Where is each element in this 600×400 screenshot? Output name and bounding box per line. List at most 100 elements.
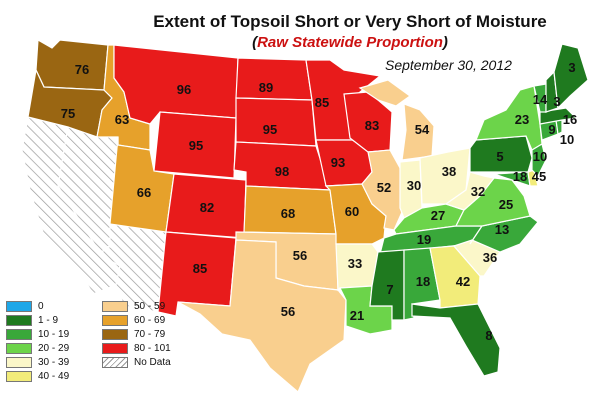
legend-item-6: 50 - 59 xyxy=(102,300,165,312)
legend-item-9: 80 - 101 xyxy=(102,342,171,354)
label-id: 63 xyxy=(115,112,129,127)
map-date: September 30, 2012 xyxy=(385,57,512,73)
label-nc: 13 xyxy=(495,222,509,237)
legend-item-3: 20 - 29 xyxy=(6,342,69,354)
label-ar: 33 xyxy=(348,256,362,271)
legend-swatch-6 xyxy=(102,300,128,312)
label-nj: 10 xyxy=(533,149,547,164)
label-il: 52 xyxy=(377,180,391,195)
legend-label-2: 10 - 19 xyxy=(38,328,70,340)
label-ma: 9 xyxy=(548,122,555,137)
label-sc: 36 xyxy=(483,250,497,265)
legend-swatch-9 xyxy=(102,342,128,354)
legend-item-1: 1 - 9 xyxy=(6,314,58,326)
label-ms: 7 xyxy=(386,282,393,297)
label-mn: 85 xyxy=(315,95,329,110)
state-florida xyxy=(411,303,501,377)
legend-swatch-7 xyxy=(102,314,128,326)
label-pa: 5 xyxy=(496,149,503,164)
map-subtitle: (Raw Statewide Proportion) xyxy=(110,34,590,51)
map-title: Extent of Topsoil Short or Very Short of… xyxy=(153,12,547,31)
label-nd: 89 xyxy=(259,80,273,95)
label-de: 45 xyxy=(532,169,546,184)
state-washington xyxy=(35,39,109,91)
label-mi: 54 xyxy=(415,122,430,137)
subtitle-text: Raw Statewide Proportion xyxy=(257,34,443,51)
legend-label-6: 50 - 59 xyxy=(134,300,166,312)
state-maine xyxy=(553,43,589,110)
label-mt: 96 xyxy=(177,82,191,97)
label-ky: 27 xyxy=(431,208,445,223)
state-texas xyxy=(177,239,347,393)
label-ny: 23 xyxy=(515,112,529,127)
legend: 0 1 - 9 10 - 19 20 - 29 30 - 39 40 - 49 … xyxy=(6,300,206,395)
state-new-york xyxy=(475,85,543,151)
legend-swatch-4 xyxy=(6,356,32,368)
label-sd: 95 xyxy=(263,122,277,137)
legend-swatch-2 xyxy=(6,328,32,340)
state-michigan-upper xyxy=(358,79,412,107)
label-fl: 8 xyxy=(485,328,492,343)
legend-label-4: 30 - 39 xyxy=(38,356,70,368)
label-me: 3 xyxy=(568,60,575,75)
state-massachusetts xyxy=(539,107,578,125)
legend-label-8: 70 - 79 xyxy=(134,328,166,340)
label-mo: 60 xyxy=(345,204,359,219)
state-south-carolina xyxy=(452,239,501,277)
label-oh: 38 xyxy=(442,164,456,179)
label-ok: 56 xyxy=(293,248,307,263)
label-in: 30 xyxy=(407,178,421,193)
legend-item-8: 70 - 79 xyxy=(102,328,165,340)
label-ut: 66 xyxy=(137,185,151,200)
state-west-virginia xyxy=(444,171,496,211)
legend-item-4: 30 - 39 xyxy=(6,356,69,368)
label-va: 25 xyxy=(499,197,513,212)
legend-swatch-3 xyxy=(6,342,32,354)
label-md: 18 xyxy=(513,169,527,184)
state-illinois xyxy=(361,149,403,231)
legend-item-10: No Data xyxy=(102,356,171,368)
legend-label-0: 0 xyxy=(38,300,44,312)
label-wy: 95 xyxy=(189,138,203,153)
subtitle-close: ) xyxy=(442,34,448,51)
legend-swatch-1 xyxy=(6,314,32,326)
legend-label-1: 1 - 9 xyxy=(38,314,59,326)
legend-item-7: 60 - 69 xyxy=(102,314,165,326)
label-co: 82 xyxy=(200,200,214,215)
label-wv: 32 xyxy=(471,184,485,199)
subtitle-open: ( xyxy=(252,34,258,51)
label-nh: 3 xyxy=(553,94,560,109)
label-ks: 68 xyxy=(281,206,295,221)
label-la: 21 xyxy=(350,308,364,323)
legend-label-9: 80 - 101 xyxy=(134,342,171,354)
legend-swatch-5 xyxy=(6,370,32,382)
legend-swatch-10 xyxy=(102,356,128,368)
legend-label-7: 60 - 69 xyxy=(134,314,166,326)
label-tx: 56 xyxy=(281,304,295,319)
label-tn: 19 xyxy=(417,232,431,247)
legend-swatch-8 xyxy=(102,328,128,340)
label-ri: 16 xyxy=(563,112,577,127)
label-ct: 10 xyxy=(560,132,574,147)
legend-label-3: 20 - 29 xyxy=(38,342,70,354)
legend-item-0: 0 xyxy=(6,300,44,312)
label-nm: 85 xyxy=(193,261,207,276)
label-ga: 42 xyxy=(456,274,470,289)
legend-label-5: 40 - 49 xyxy=(38,370,70,382)
state-wyoming xyxy=(153,111,237,179)
legend-item-2: 10 - 19 xyxy=(6,328,69,340)
label-ia: 93 xyxy=(331,155,345,170)
state-new-jersey xyxy=(531,143,547,178)
state-north-dakota xyxy=(235,57,313,101)
legend-label-10: No Data xyxy=(134,356,171,368)
label-al: 18 xyxy=(416,274,430,289)
label-or: 75 xyxy=(61,106,75,121)
legend-swatch-0 xyxy=(6,300,32,312)
label-wa: 76 xyxy=(75,62,89,77)
label-ne: 98 xyxy=(275,164,289,179)
label-vt: 14 xyxy=(533,92,548,107)
label-wi: 83 xyxy=(365,118,379,133)
legend-item-5: 40 - 49 xyxy=(6,370,69,382)
